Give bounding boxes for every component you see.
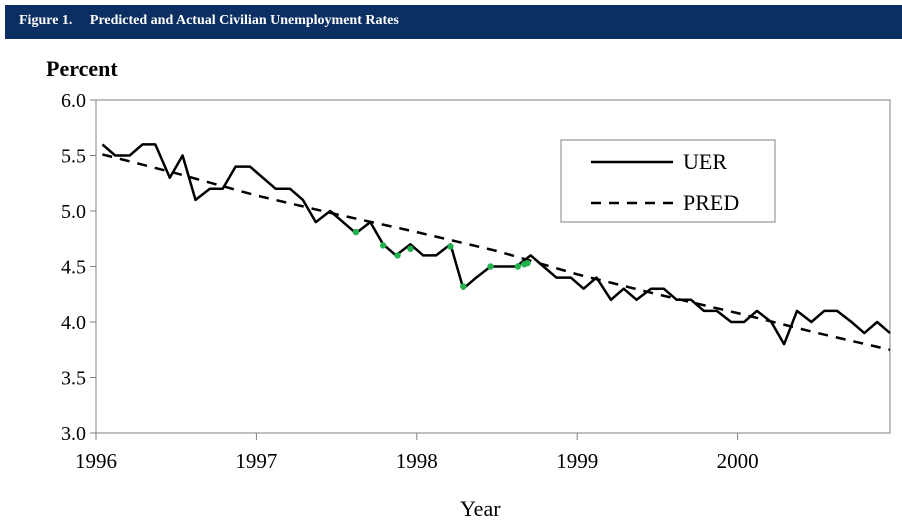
- legend-pred-label: PRED: [683, 190, 739, 215]
- figure-number: Figure 1.: [19, 13, 73, 28]
- y-axis-label: Percent: [46, 56, 118, 81]
- figure-title: Predicted and Actual Civilian Unemployme…: [89, 13, 399, 28]
- y-tick-label: 3.5: [61, 368, 86, 390]
- highlight-point: [352, 228, 360, 236]
- x-tick-label: 1996: [75, 449, 117, 473]
- y-tick-label: 4.0: [61, 312, 86, 334]
- figure-title-bar: Figure 1. Predicted and Actual Civilian …: [5, 5, 902, 39]
- highlight-point: [460, 283, 467, 290]
- x-tick-label: 1997: [235, 449, 277, 473]
- y-tick-label: 6.0: [61, 90, 86, 112]
- highlight-point: [407, 245, 414, 252]
- x-tick-label: 1999: [556, 449, 598, 473]
- legend: UER PRED: [560, 139, 776, 223]
- highlight-point: [379, 242, 387, 249]
- series-layer: [101, 143, 891, 352]
- x-axis-ticks: 1996 1997 1998 1999 2000: [75, 433, 759, 473]
- x-tick-label: 2000: [717, 449, 759, 473]
- highlight-points: [352, 228, 531, 290]
- legend-box: [560, 139, 776, 223]
- series-line-pred: [102, 153, 891, 352]
- y-tick-label: 5.5: [61, 146, 86, 168]
- highlight-point: [447, 243, 454, 250]
- legend-uer-label: UER: [683, 149, 727, 174]
- y-tick-label: 5.0: [61, 201, 86, 223]
- highlight-point: [514, 263, 522, 270]
- line-chart: 3.0 3.5 4.0 4.5 5.0 5.5 6.0 1996 1997 1998 1999 20…: [61, 90, 891, 473]
- series-line-uer: [101, 143, 891, 346]
- y-tick-label: 3.0: [61, 423, 86, 445]
- highlight-point: [524, 259, 531, 267]
- y-axis-ticks: 3.0 3.5 4.0 4.5 5.0 5.5 6.0: [61, 90, 96, 445]
- y-tick-label: 4.5: [61, 257, 86, 279]
- x-tick-label: 1998: [396, 449, 438, 473]
- highlight-point: [487, 263, 494, 270]
- highlight-point: [394, 252, 401, 259]
